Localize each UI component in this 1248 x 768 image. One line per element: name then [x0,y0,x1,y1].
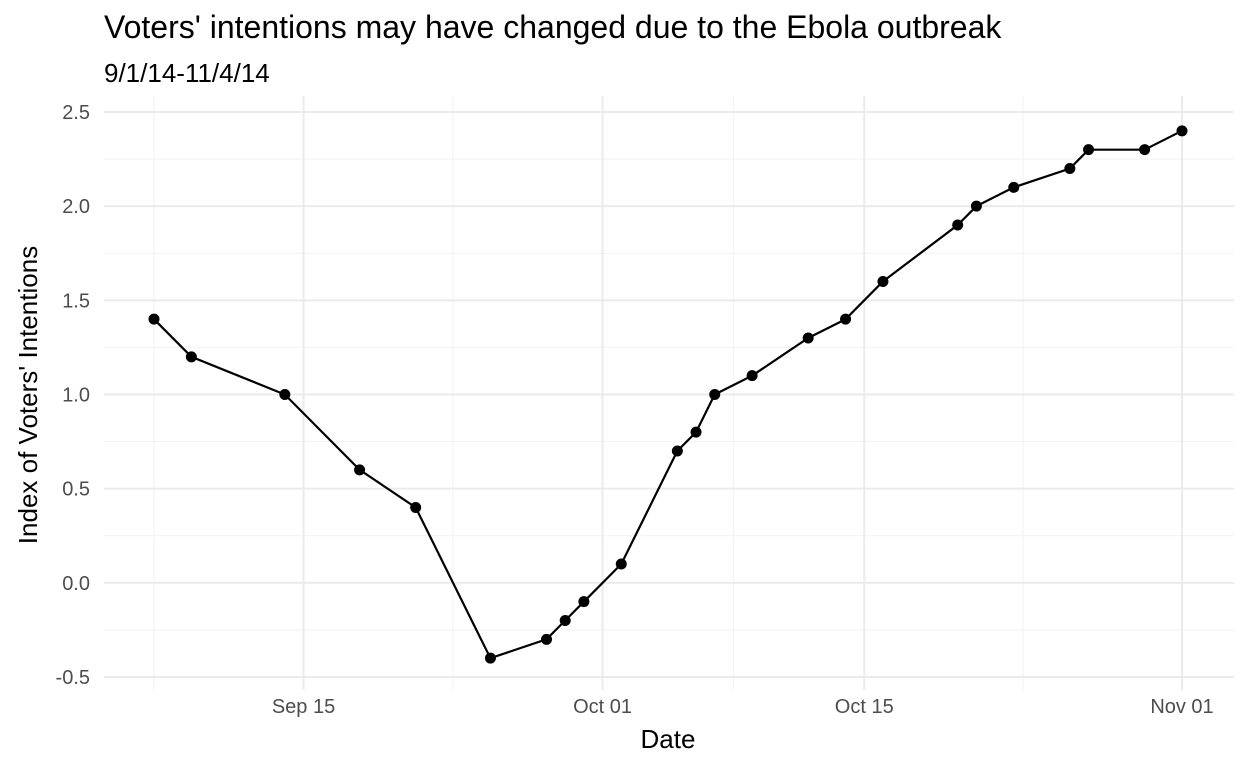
x-tick-label: Nov 01 [1150,696,1213,718]
data-point [802,332,814,344]
y-tick-label: 1.0 [62,385,90,407]
data-point [709,389,721,400]
data-point [1176,125,1188,137]
data-point [148,313,160,325]
chart-subtitle: 9/1/14-11/4/14 [104,58,270,88]
data-point [559,615,571,626]
data-point [185,351,197,363]
x-axis-tick-labels: Sep 15 Oct 01 Oct 15 Nov 01 [272,696,1214,718]
x-tick-label: Sep 15 [272,696,335,718]
y-tick-label: -0.5 [56,667,90,689]
y-axis-title: Index of Voters' Intentions [13,246,43,544]
data-point [970,200,982,212]
data-point [671,445,683,457]
series-line [153,129,1183,660]
data-points [148,125,1188,664]
grid [104,96,1234,690]
data-point [746,370,758,382]
y-tick-label: 0.0 [62,573,90,595]
chart-title: Voters' intentions may have changed due … [104,9,1002,45]
data-point [279,389,291,400]
data-point [952,219,964,231]
data-point [840,313,852,325]
data-point [354,464,366,476]
y-tick-label: 0.5 [62,479,90,501]
data-point [484,652,496,664]
data-point [690,426,702,438]
y-tick-label: 2.5 [62,102,90,124]
x-axis-title: Date [641,724,696,754]
data-point [1008,181,1020,193]
data-point [1064,163,1076,174]
y-tick-label: 2.0 [62,196,90,218]
data-point [578,596,590,608]
data-point [1139,144,1151,156]
x-tick-label: Oct 01 [573,696,632,718]
y-tick-label: 1.5 [62,290,90,312]
data-point [410,502,422,513]
data-point [1083,144,1095,156]
data-point [541,633,553,645]
data-point [615,558,627,570]
x-tick-label: Oct 15 [835,696,894,718]
data-point [877,276,889,287]
y-axis-tick-labels: 2.5 2.0 1.5 1.0 0.5 0.0 -0.5 [56,102,90,689]
